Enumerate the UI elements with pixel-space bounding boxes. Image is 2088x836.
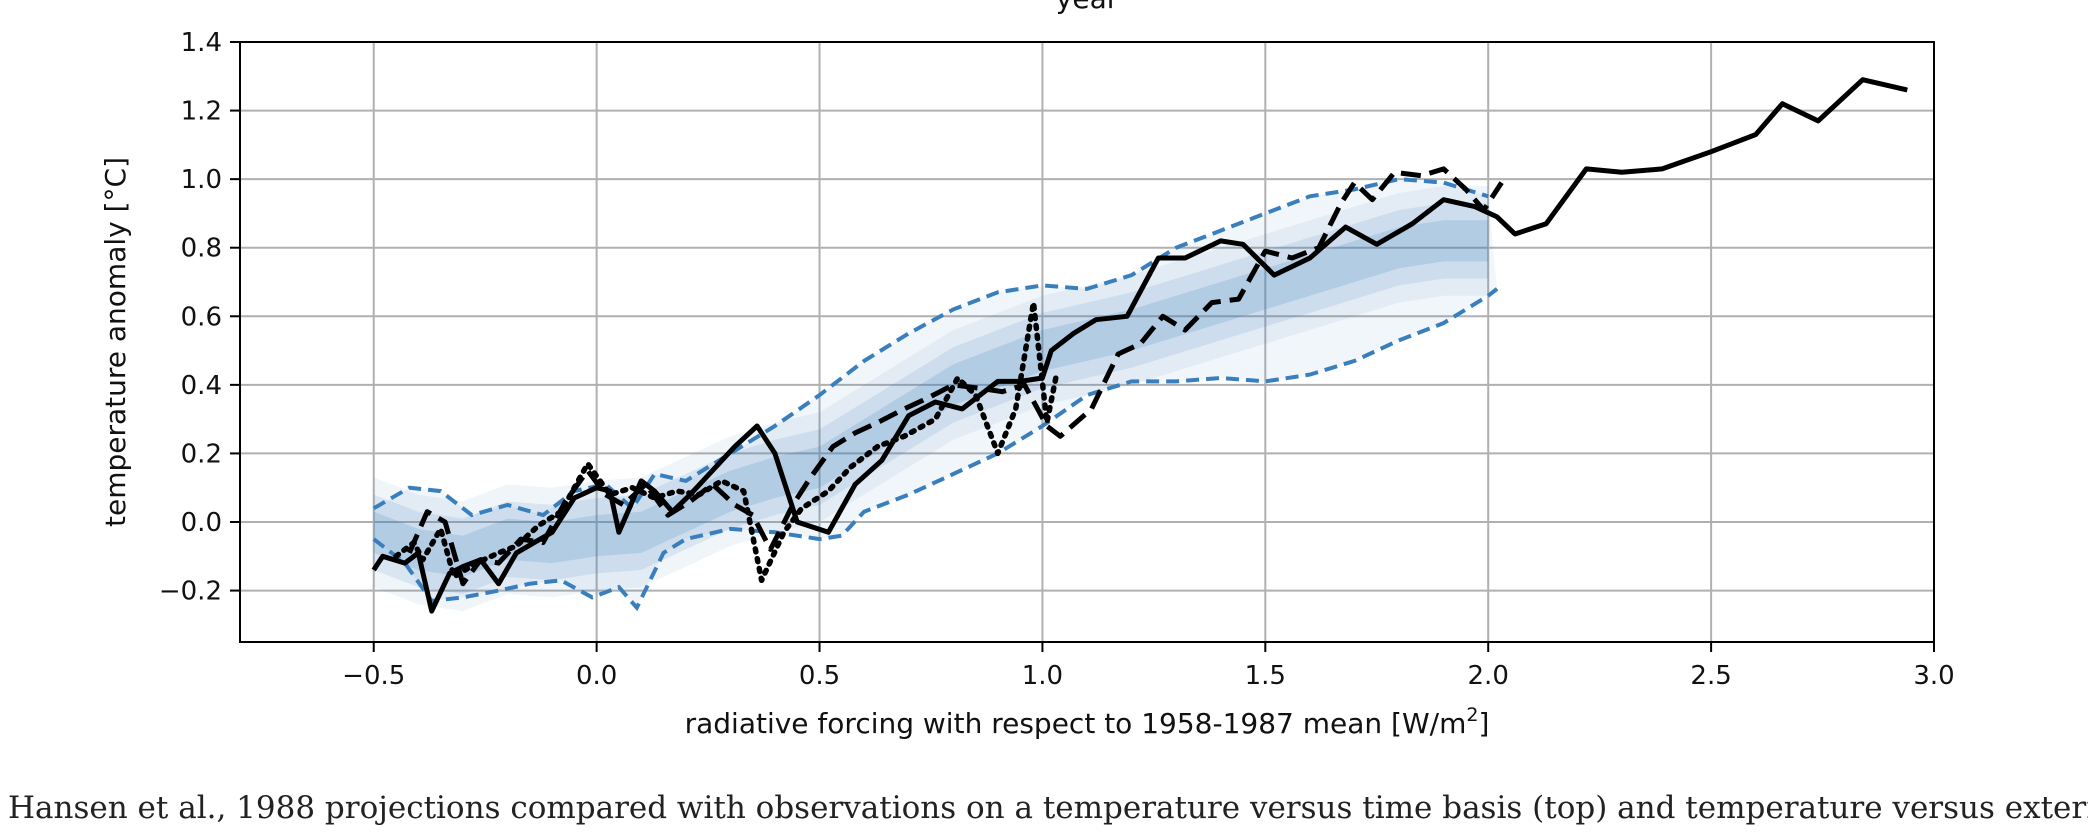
x-tick-label: 0.0 — [576, 661, 617, 691]
y-tick-label: 0.2 — [181, 439, 222, 469]
x-tick-label: 1.5 — [1245, 661, 1286, 691]
y-tick-label: 1.0 — [181, 165, 222, 195]
top-chart-xlabel-partial: year — [1056, 0, 1119, 15]
y-axis-label: temperature anomaly [°C] — [99, 157, 132, 527]
y-tick-label: 0.0 — [181, 508, 222, 538]
x-axis: −0.5 0.0 0.5 1.0 1.5 2.0 2.5 3.0 — [342, 642, 1955, 691]
figure-caption: Hansen et al., 1988 projections compared… — [8, 790, 2088, 826]
series-line-dotted — [393, 299, 1059, 584]
gridlines — [240, 41, 1935, 642]
ensemble-density — [373, 220, 1489, 577]
y-tick-label: 1.4 — [181, 28, 222, 58]
y-tick-label: 0.8 — [181, 234, 222, 264]
plot-frame — [239, 41, 1935, 643]
x-tick-label: 2.5 — [1690, 661, 1731, 691]
y-tick-label: 0.4 — [181, 371, 222, 401]
observation-lines — [371, 77, 1908, 614]
x-axis-label: radiative forcing with respect to 1958-1… — [685, 704, 1490, 740]
ensemble-lower-bound — [372, 287, 1499, 612]
x-tick-label: 0.5 — [799, 661, 840, 691]
y-tick-label: 1.2 — [181, 97, 222, 127]
series-line-solid — [371, 77, 1908, 614]
y-tick-label: −0.2 — [159, 577, 222, 607]
x-tick-label: −0.5 — [342, 661, 405, 691]
y-axis: −0.2 0.0 0.2 0.4 0.6 0.8 1.0 1.2 1.4 — [159, 28, 240, 607]
chart-svg: year −0.5 0.0 0.5 1.0 1.5 2.0 2.5 3.0 −0.2 0.0 0.… — [99, 0, 1955, 740]
ensemble-density — [373, 186, 1489, 612]
ensemble-upper-bound — [372, 177, 1489, 518]
x-tick-label: 3.0 — [1913, 661, 1954, 691]
x-tick-label: 1.0 — [1022, 661, 1063, 691]
y-tick-label: 0.6 — [181, 302, 222, 332]
x-tick-label: 2.0 — [1468, 661, 1509, 691]
